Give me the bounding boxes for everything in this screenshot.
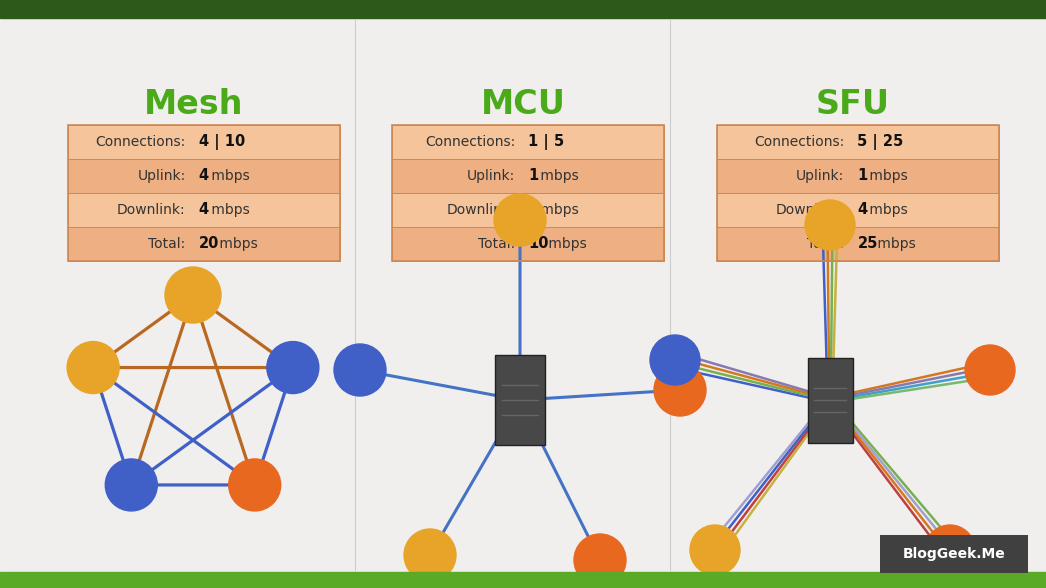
Text: mbps: mbps [206,203,249,217]
Circle shape [925,525,975,575]
Text: Uplink:: Uplink: [137,169,185,183]
Circle shape [229,459,280,511]
Text: Total:: Total: [478,237,515,251]
Text: 4: 4 [199,169,208,183]
Text: BlogGeek.Me: BlogGeek.Me [903,547,1005,561]
Text: 1: 1 [528,169,539,183]
Text: mbps: mbps [865,169,908,183]
Bar [717,227,999,261]
Bar [392,125,664,261]
Text: Connections:: Connections: [425,135,515,149]
Bar [392,193,664,227]
Text: Downlink:: Downlink: [776,203,844,217]
Bar [68,125,340,261]
Bar [0,572,1046,588]
Text: Total:: Total: [149,237,185,251]
Circle shape [67,342,119,393]
Text: Downlink:: Downlink: [117,203,185,217]
Text: 5 | 25: 5 | 25 [858,134,904,150]
Bar [68,193,340,227]
Text: 25: 25 [858,236,878,252]
Text: 10: 10 [528,236,548,252]
Bar [392,159,664,193]
Bar [68,227,340,261]
Bar [717,159,999,193]
Circle shape [165,267,221,323]
Text: mbps: mbps [214,237,257,251]
Bar [68,125,340,159]
Circle shape [574,534,626,586]
Circle shape [690,525,740,575]
Bar [808,358,852,443]
Text: Connections:: Connections: [95,135,185,149]
Bar [717,125,999,261]
Bar [717,193,999,227]
Text: 1 | 5: 1 | 5 [528,134,564,150]
Text: mbps: mbps [873,237,916,251]
Text: mbps: mbps [536,169,578,183]
Text: 4: 4 [858,202,867,218]
Text: mbps: mbps [536,203,578,217]
Circle shape [404,529,456,581]
Circle shape [106,459,157,511]
Bar [495,355,545,445]
Text: Connections:: Connections: [754,135,844,149]
Text: Downlink:: Downlink: [447,203,515,217]
Text: 20: 20 [199,236,219,252]
Text: 1: 1 [528,202,539,218]
Bar [0,0,1046,18]
Bar [717,125,999,159]
Circle shape [654,364,706,416]
Text: Uplink:: Uplink: [467,169,515,183]
Circle shape [650,335,700,385]
Text: Mesh: Mesh [143,89,244,122]
Text: SFU: SFU [816,89,889,122]
Bar [392,227,664,261]
Bar [880,535,1028,573]
Circle shape [494,194,546,246]
Circle shape [965,345,1015,395]
Text: 4: 4 [199,202,208,218]
Circle shape [805,200,855,250]
Text: mbps: mbps [544,237,587,251]
Circle shape [334,344,386,396]
Text: 1: 1 [858,169,868,183]
Text: mbps: mbps [865,203,908,217]
Text: 4 | 10: 4 | 10 [199,134,245,150]
Text: MCU: MCU [480,89,566,122]
Text: Uplink:: Uplink: [796,169,844,183]
Circle shape [267,342,319,393]
Bar [392,125,664,159]
Bar [68,159,340,193]
Text: Total:: Total: [808,237,844,251]
Text: mbps: mbps [206,169,249,183]
